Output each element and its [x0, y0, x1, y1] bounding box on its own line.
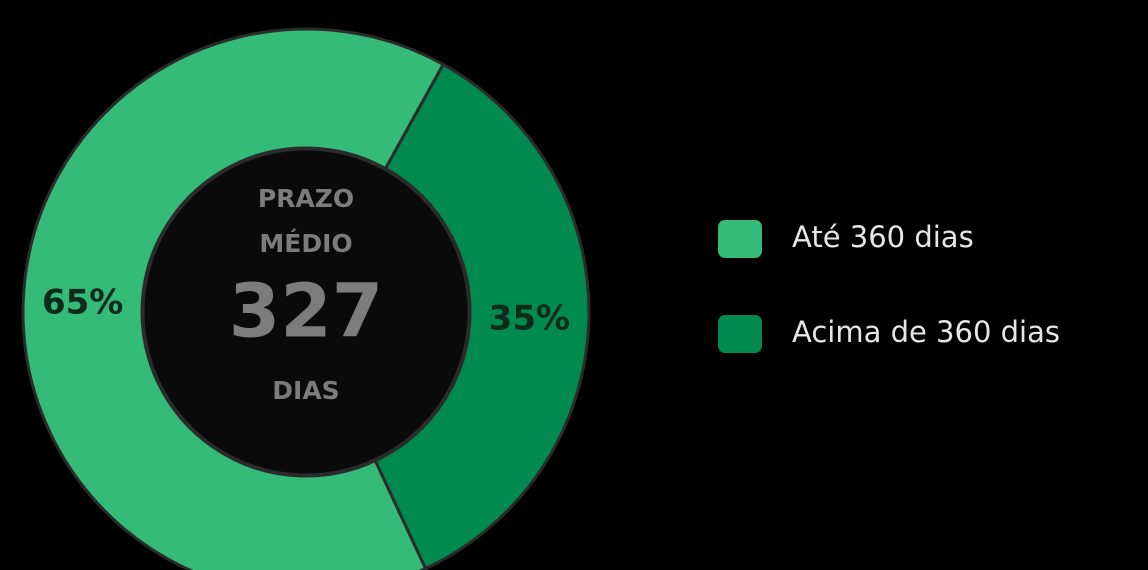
- center-text: PRAZO: [258, 184, 354, 213]
- center-text: MÉDIO: [259, 229, 352, 258]
- legend-label: Acima de 360 dias: [792, 315, 1060, 349]
- value-label: 35%: [489, 298, 570, 338]
- legend-label: Até 360 dias: [792, 220, 974, 254]
- legend-swatch: [718, 220, 762, 258]
- donut-hole: [141, 147, 471, 477]
- legend-swatch: [718, 315, 762, 353]
- center-text: 327: [229, 269, 383, 355]
- value-label: 65%: [42, 283, 123, 323]
- center-text: DIAS: [272, 376, 339, 405]
